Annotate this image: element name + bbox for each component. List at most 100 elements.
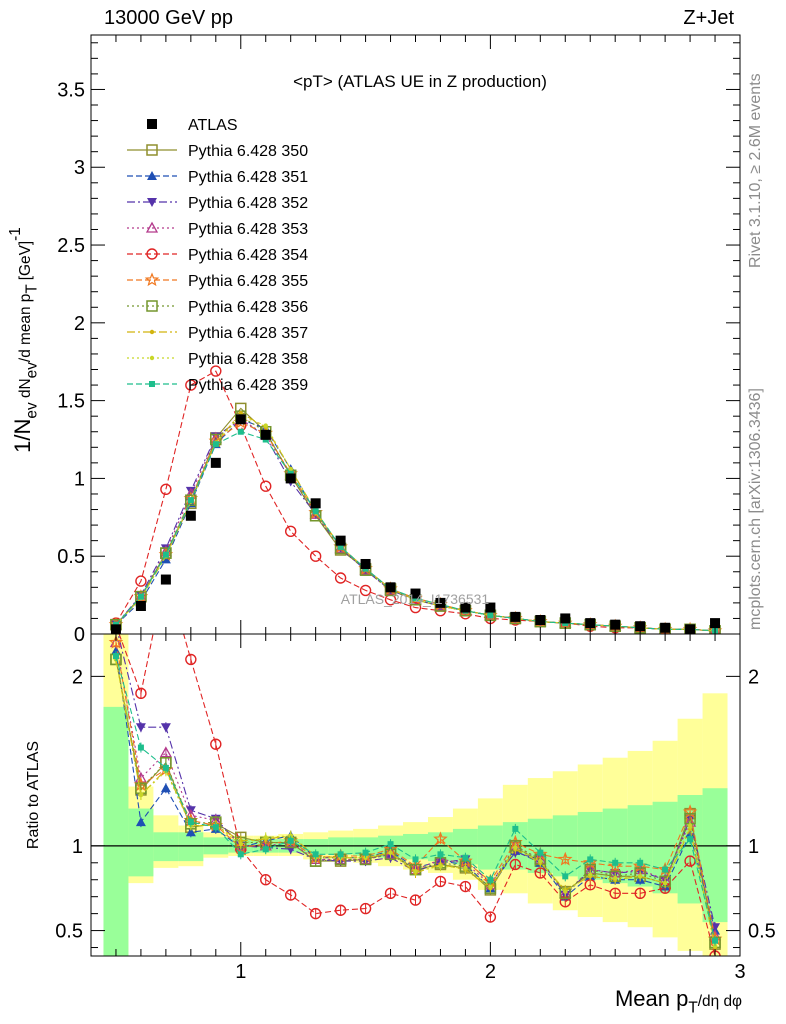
legend-label: Pythia 6.428 355 <box>188 273 308 290</box>
ratio-y-tick-label: 1 <box>72 836 83 858</box>
data-point <box>409 601 422 614</box>
ratio-point <box>487 876 494 883</box>
data-point <box>337 543 344 550</box>
ratio-point <box>557 851 573 866</box>
analysis-watermark: ATLAS_2014_I1736531 <box>341 591 490 607</box>
ratio-point <box>138 792 144 798</box>
legend-entry-pythia-6-428-358: Pythia 6.428 358 <box>127 351 308 368</box>
data-point <box>410 588 421 599</box>
ratio-series-pythia-6-428-354 <box>118 634 721 956</box>
ratio-point <box>162 764 169 771</box>
ratio-y-tick-label-right: 1 <box>748 836 759 858</box>
data-point <box>310 498 321 509</box>
ratio-point <box>513 845 518 850</box>
ratio-point <box>687 823 693 828</box>
legend-label: Pythia 6.428 358 <box>188 351 308 368</box>
x-tick-label: 2 <box>485 961 496 983</box>
legend-marker <box>149 329 155 335</box>
data-point <box>288 466 293 472</box>
data-point <box>487 612 494 619</box>
ratio-point <box>309 907 322 920</box>
ratio-point <box>160 723 171 733</box>
data-point <box>210 457 221 468</box>
ratio-point <box>334 904 347 916</box>
ratio-point <box>337 851 344 858</box>
legend-label: Pythia 6.428 351 <box>188 169 308 186</box>
data-point <box>212 441 219 448</box>
legend-label: Pythia 6.428 359 <box>188 377 308 394</box>
ratio-uncertainty-bands <box>103 634 728 956</box>
data-point <box>237 428 244 435</box>
legend-entry-pythia-6-428-351: Pythia 6.428 351 <box>127 169 308 186</box>
ratio-point <box>160 783 171 793</box>
data-point <box>210 365 222 377</box>
ratio-point <box>662 866 669 873</box>
data-point <box>335 535 346 546</box>
data-point <box>585 618 596 629</box>
data-point <box>238 410 243 416</box>
ratio-series-layer <box>108 634 723 956</box>
ratio-point <box>212 824 219 831</box>
legend-marker <box>147 119 157 129</box>
ratio-band-inner-bin <box>353 837 379 857</box>
data-point <box>460 602 471 613</box>
data-point <box>185 510 196 521</box>
data-point <box>485 602 496 613</box>
ratio-y-tick-label-right: 0.5 <box>748 921 776 943</box>
data-point <box>385 582 396 593</box>
data-point <box>360 558 371 569</box>
legend-label: ATLAS <box>188 117 238 134</box>
y-tick-label: 1.5 <box>57 391 85 413</box>
data-point <box>135 575 147 587</box>
ratio-point <box>488 884 493 889</box>
x-tick-label: 1 <box>235 961 246 983</box>
y-tick-label: 0 <box>74 624 85 646</box>
data-point <box>635 621 646 632</box>
y-tick-label: 3 <box>74 157 85 179</box>
ratio-y-tick-label-right: 2 <box>748 666 759 688</box>
legend-entry-pythia-6-428-354: Pythia 6.428 354 <box>127 247 308 264</box>
ratio-point <box>509 858 522 871</box>
ratio-point <box>135 723 146 733</box>
legend-label: Pythia 6.428 356 <box>188 299 308 316</box>
ratio-point <box>587 856 594 863</box>
legend: ATLAS Pythia 6.428 350 Pythia 6.428 351 Pyt… <box>127 117 308 394</box>
data-point <box>160 574 171 585</box>
ratio-point <box>135 817 146 827</box>
ratio-point <box>637 874 643 879</box>
ratio-point <box>187 819 194 826</box>
data-point <box>160 483 172 496</box>
collision-energy-label: 13000 GeV pp <box>104 7 233 29</box>
data-point <box>185 494 197 506</box>
ratio-point <box>110 645 121 655</box>
data-point <box>235 414 246 425</box>
legend-entry-pythia-6-428-356: Pythia 6.428 356 <box>127 299 308 316</box>
data-point <box>162 551 169 558</box>
ratio-point <box>185 653 197 666</box>
ratio-point <box>412 856 419 863</box>
legend-label: Pythia 6.428 352 <box>188 195 308 212</box>
ratio-point <box>612 859 619 866</box>
data-point <box>334 572 347 584</box>
ratio-point <box>413 869 418 874</box>
ratio-point <box>135 687 147 700</box>
ratio-y-tick-label: 0.5 <box>55 921 83 943</box>
ratio-point <box>359 902 372 915</box>
ratio-point <box>108 634 124 649</box>
data-point <box>137 593 144 600</box>
legend-marker <box>146 144 158 156</box>
ratio-point <box>363 855 368 860</box>
ratio-point <box>687 836 694 843</box>
data-point <box>185 379 197 391</box>
ratio-point <box>612 875 618 881</box>
ratio-point <box>609 887 621 899</box>
ratio-point <box>159 746 172 758</box>
ratio-point <box>634 887 646 899</box>
ratio-point <box>437 851 444 858</box>
process-label: Z+Jet <box>683 7 734 29</box>
ratio-point <box>263 835 268 840</box>
ratio-point <box>637 859 644 866</box>
legend-entry-pythia-6-428-357: Pythia 6.428 357 <box>127 325 308 342</box>
y-tick-label: 3.5 <box>57 79 85 101</box>
